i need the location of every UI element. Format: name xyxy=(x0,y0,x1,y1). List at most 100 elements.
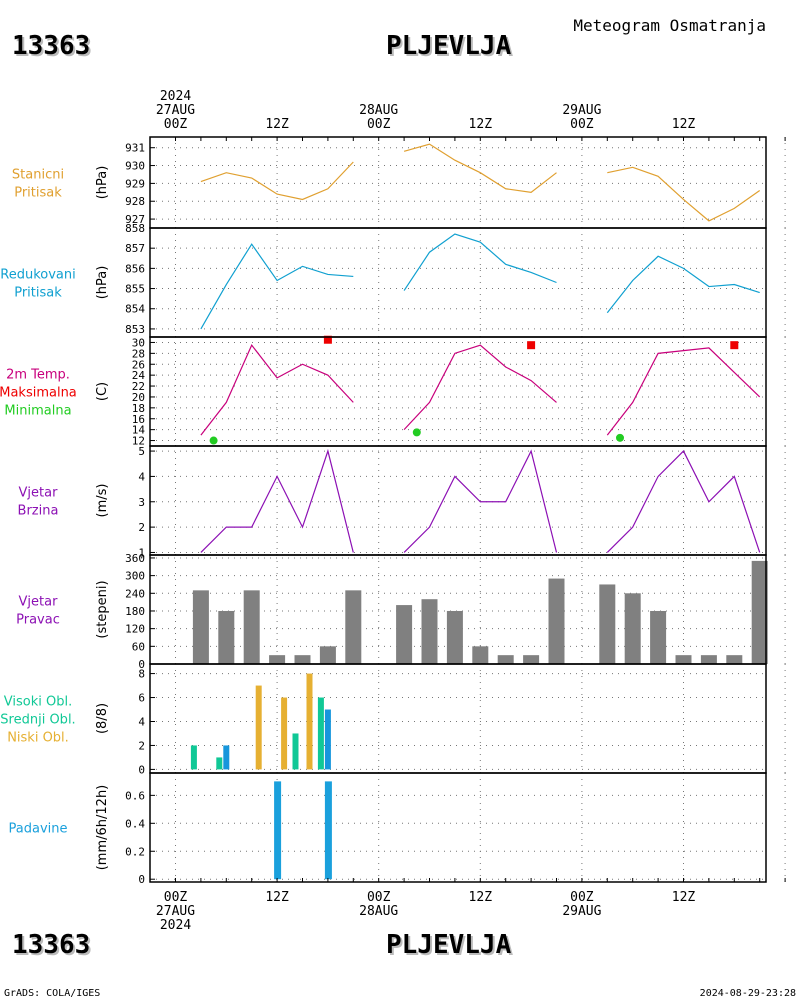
y-tick-label: 0.6 xyxy=(125,789,145,802)
panel-2: 853 854 855 856 857 858 (hPa) Redukovani Pritisa… xyxy=(0,222,786,338)
bottom-time-label: 29AUG xyxy=(562,904,601,919)
top-time-label: 28AUG xyxy=(359,103,398,118)
series-line xyxy=(403,344,557,431)
wind-direction-bar xyxy=(472,646,489,664)
bottom-time-label: 00Z xyxy=(367,890,391,905)
station-name-shadow-top: PLJEVLJA xyxy=(388,33,514,63)
y-tick-label: 928 xyxy=(125,195,145,208)
y-tick-label: 3 xyxy=(138,496,145,509)
y-tick-label: 120 xyxy=(125,623,145,636)
y-tick-label: 16 xyxy=(132,413,145,426)
bottom-time-label: 27AUG xyxy=(156,904,195,919)
bottom-time-label: 2024 xyxy=(160,918,191,933)
y-tick-label: 360 xyxy=(125,552,145,565)
footer-credit: GrADS: COLA/IGES xyxy=(4,988,100,999)
top-time-label: 12Z xyxy=(265,117,289,132)
cloud-bar xyxy=(281,697,288,770)
y-axis-label: (8/8) xyxy=(95,703,110,734)
y-axis-label: (mm/6h/12h) xyxy=(95,785,110,871)
bottom-time-label: 00Z xyxy=(164,890,188,905)
wind-direction-bar xyxy=(497,655,514,664)
series-line xyxy=(606,450,761,553)
cloud-bar xyxy=(292,733,299,770)
precip-bar xyxy=(274,781,282,880)
panel-label: Brzina xyxy=(18,504,59,519)
y-tick-label: 856 xyxy=(125,262,145,275)
y-tick-label: 4 xyxy=(138,715,145,728)
cloud-bar xyxy=(324,709,331,770)
series-line xyxy=(403,233,557,291)
meteogram-subtitle: Meteogram Osmatranja xyxy=(573,16,766,35)
panel-label: Vjetar xyxy=(19,486,59,501)
station-id-bottom: 13363 xyxy=(12,930,90,960)
series-line xyxy=(606,347,761,436)
cloud-bar xyxy=(317,697,324,770)
panel-6: 0 2 4 6 8 (8/8) Visoki Obl. Srednji Obl. Niski O… xyxy=(0,663,786,776)
panel-5: 0 60 120 180 240 300 360 (stepeni) Vjetar Pravac xyxy=(16,552,786,671)
series-line xyxy=(200,448,354,553)
cloud-bar xyxy=(190,745,197,770)
y-tick-label: 28 xyxy=(132,347,145,360)
top-time-label: 27AUG xyxy=(156,103,195,118)
top-time-label: 12Z xyxy=(672,117,696,132)
series-line xyxy=(403,449,558,553)
station-name-bottom: PLJEVLJA xyxy=(386,930,512,960)
wind-direction-bar xyxy=(192,590,209,664)
y-tick-label: 0 xyxy=(138,658,145,671)
y-tick-label: 0 xyxy=(138,873,145,886)
panel-label: 2m Temp. xyxy=(6,368,70,383)
tmin-marker xyxy=(616,433,624,442)
y-tick-label: 22 xyxy=(132,380,145,393)
panel-label: Srednji Obl. xyxy=(0,713,75,728)
top-time-label: 00Z xyxy=(164,117,188,132)
y-tick-label: 24 xyxy=(132,369,146,382)
precip-bar xyxy=(324,781,332,880)
station-id-top: 13363 xyxy=(12,31,90,61)
wind-direction-bar xyxy=(218,610,235,664)
y-tick-label: 26 xyxy=(132,358,145,371)
panel-label: Vjetar xyxy=(19,595,59,610)
station-name-top: PLJEVLJA xyxy=(386,31,512,61)
cloud-bar xyxy=(255,685,262,770)
series-line xyxy=(607,166,761,222)
series-line xyxy=(200,344,354,436)
top-time-label: 29AUG xyxy=(562,103,601,118)
y-tick-label: 929 xyxy=(125,177,145,190)
y-tick-label: 0 xyxy=(138,763,145,776)
y-tick-label: 300 xyxy=(125,570,145,583)
wind-direction-bar xyxy=(319,646,336,664)
y-tick-label: 2 xyxy=(138,521,145,534)
y-axis-label: (hPa) xyxy=(95,266,110,300)
panel-frame xyxy=(149,227,767,338)
wind-direction-bar xyxy=(294,655,311,664)
wind-direction-bar xyxy=(523,655,540,664)
y-axis-label: (stepeni) xyxy=(95,580,110,638)
wind-direction-bar xyxy=(700,655,717,664)
panel-label: Minimalna xyxy=(4,404,71,419)
panel-label: Stanicni xyxy=(12,168,64,183)
y-tick-label: 857 xyxy=(125,242,145,255)
wind-direction-bar xyxy=(345,590,362,664)
panel-4: 1 2 3 4 5 (m/s) Vjetar Brzina xyxy=(18,445,786,559)
y-tick-label: 853 xyxy=(125,323,145,336)
y-axis-label: (m/s) xyxy=(95,484,110,518)
panel-label: Pravac xyxy=(16,613,60,628)
y-tick-label: 20 xyxy=(132,391,145,404)
y-axis-label: (C) xyxy=(95,382,110,401)
tmin-marker xyxy=(412,428,421,437)
y-tick-label: 2 xyxy=(138,739,145,752)
y-tick-label: 8 xyxy=(138,668,145,681)
y-tick-label: 18 xyxy=(132,402,145,415)
bottom-time-label: 28AUG xyxy=(359,904,398,919)
y-tick-label: 0.2 xyxy=(125,845,145,858)
y-tick-label: 854 xyxy=(125,303,145,316)
top-time-label: 2024 xyxy=(160,89,191,104)
wind-direction-bar xyxy=(599,584,616,664)
panel-label: Pritisak xyxy=(14,286,62,301)
series-line xyxy=(200,243,354,330)
series-line xyxy=(606,255,760,314)
bottom-time-label: 12Z xyxy=(469,890,493,905)
panel-label: Pritisak xyxy=(14,186,62,201)
